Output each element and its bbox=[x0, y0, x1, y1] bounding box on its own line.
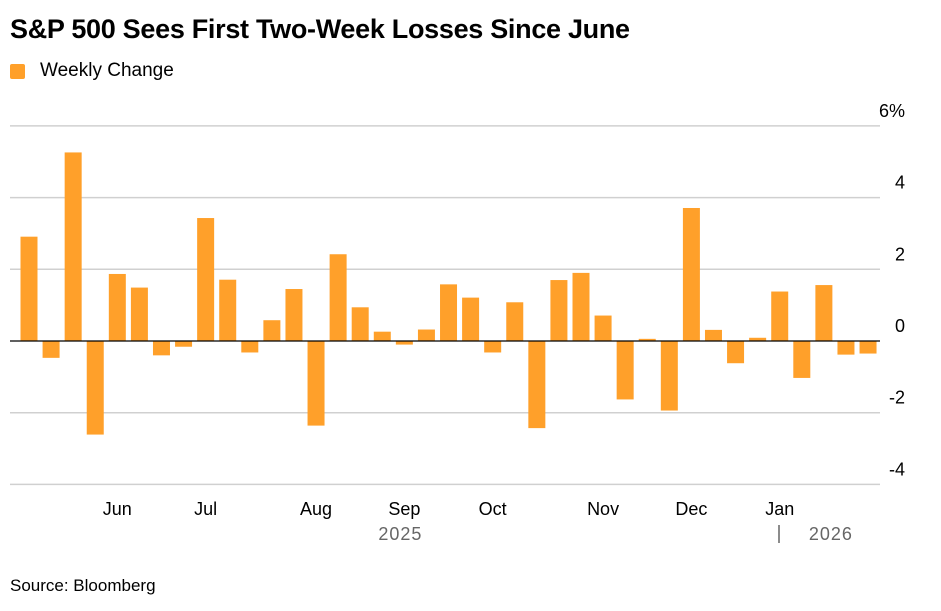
bar bbox=[241, 341, 259, 353]
bar bbox=[285, 289, 303, 341]
bar bbox=[219, 279, 237, 341]
x-tick-label: Sep bbox=[388, 499, 420, 519]
source-note: Source: Bloomberg bbox=[10, 576, 156, 595]
year-label: 2025 bbox=[378, 524, 422, 544]
bar bbox=[329, 254, 347, 341]
bar bbox=[528, 341, 546, 429]
bar bbox=[727, 341, 745, 364]
y-tick-label: -4 bbox=[889, 459, 905, 479]
bar bbox=[638, 338, 656, 341]
bar bbox=[64, 152, 82, 341]
bar bbox=[660, 341, 678, 411]
bar bbox=[704, 329, 722, 341]
bar bbox=[152, 341, 170, 356]
bar bbox=[859, 341, 877, 354]
y-tick-label: 4 bbox=[895, 173, 905, 193]
bar bbox=[440, 284, 458, 341]
bar bbox=[594, 315, 612, 341]
bar bbox=[20, 236, 38, 341]
bar bbox=[682, 207, 700, 341]
bar bbox=[837, 341, 855, 355]
bar bbox=[616, 341, 634, 400]
legend: Weekly Change bbox=[10, 60, 174, 82]
year-label: 2026 bbox=[809, 524, 853, 544]
bar bbox=[484, 341, 502, 353]
bar bbox=[815, 285, 833, 341]
x-tick-label: Jul bbox=[194, 499, 217, 519]
bar bbox=[417, 329, 435, 341]
bar bbox=[42, 341, 60, 358]
bar bbox=[462, 297, 480, 341]
y-tick-label: -2 bbox=[889, 388, 905, 408]
chart-title: S&P 500 Sees First Two-Week Losses Since… bbox=[10, 14, 630, 44]
x-tick-label: Oct bbox=[479, 499, 507, 519]
x-tick-label: Dec bbox=[675, 499, 707, 519]
x-tick-label: Jun bbox=[103, 499, 132, 519]
bar bbox=[130, 287, 148, 341]
bar bbox=[175, 341, 193, 347]
x-tick-label: Nov bbox=[587, 499, 619, 519]
bar bbox=[550, 280, 568, 341]
bar bbox=[263, 320, 281, 341]
bar bbox=[197, 218, 215, 341]
bar bbox=[108, 273, 126, 341]
x-tick-label: Jan bbox=[765, 499, 794, 519]
legend-label: Weekly Change bbox=[40, 60, 174, 81]
bar bbox=[749, 337, 767, 341]
x-tick-label: Aug bbox=[300, 499, 332, 519]
bar bbox=[373, 331, 391, 341]
bar bbox=[771, 291, 789, 341]
y-tick-label: 0 bbox=[895, 316, 905, 336]
legend-swatch bbox=[10, 63, 25, 79]
bar bbox=[395, 341, 413, 345]
bar bbox=[307, 341, 325, 426]
bar bbox=[506, 302, 524, 341]
y-tick-label: 2 bbox=[895, 244, 905, 264]
bar bbox=[351, 307, 369, 341]
y-tick-label: 6% bbox=[879, 101, 905, 121]
bar bbox=[572, 272, 590, 341]
bar bbox=[86, 341, 104, 435]
bar bbox=[793, 341, 811, 378]
